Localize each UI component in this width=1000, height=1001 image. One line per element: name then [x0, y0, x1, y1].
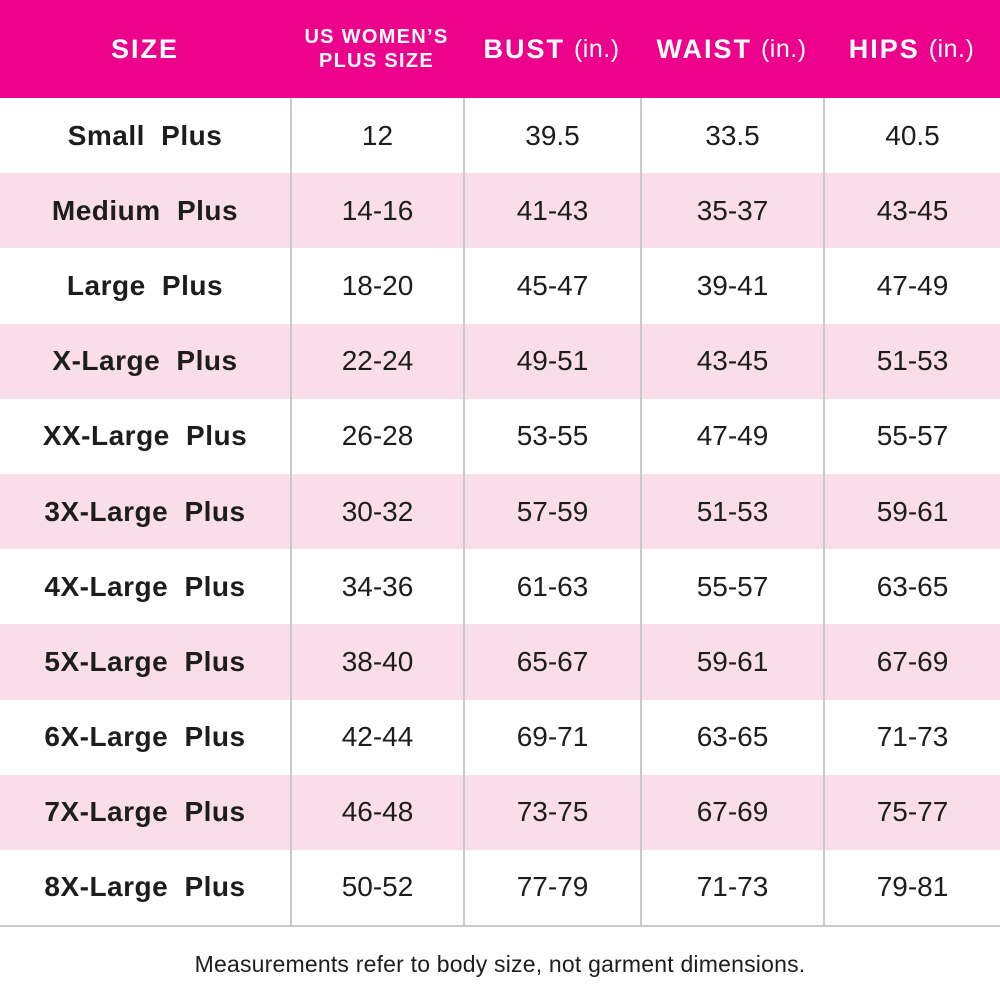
waist-cell: 63-65 [640, 699, 823, 775]
hips-cell: 71-73 [823, 699, 1000, 775]
waist-cell: 33.5 [640, 98, 823, 174]
hips-cell: 75-77 [823, 774, 1000, 850]
header-label-us-plus-line2: PLUS SIZE [318, 50, 435, 72]
us-plus-size-cell: 12 [290, 98, 463, 174]
header-cell-waist: WAIST (in.) [640, 0, 823, 98]
waist-cell: 71-73 [640, 849, 823, 926]
bust-cell: 65-67 [463, 624, 640, 700]
bust-cell: 61-63 [463, 549, 640, 625]
bust-cell: 73-75 [463, 774, 640, 850]
table-row: Large Plus 18-20 45-47 39-41 47-49 [0, 248, 1000, 324]
table-row: 3X-Large Plus 30-32 57-59 51-53 59-61 [0, 473, 1000, 550]
table-body: Small Plus 12 39.5 33.5 40.5 Medium Plus… [0, 98, 1000, 928]
bust-cell: 57-59 [463, 473, 640, 550]
size-cell: 7X-Large Plus [44, 796, 246, 828]
us-plus-size-cell: 26-28 [290, 398, 463, 474]
us-plus-size-cell: 42-44 [290, 699, 463, 775]
waist-cell: 51-53 [640, 473, 823, 550]
header-label-us-plus-line1: US WOMEN’S [304, 26, 449, 48]
hips-cell: 51-53 [823, 323, 1000, 399]
size-cell: X-Large Plus [52, 345, 238, 377]
size-cell: 8X-Large Plus [44, 871, 246, 903]
header-unit-bust: (in.) [573, 34, 620, 63]
table-row: 4X-Large Plus 34-36 61-63 55-57 63-65 [0, 549, 1000, 625]
bust-cell: 53-55 [463, 398, 640, 474]
size-cell: 5X-Large Plus [44, 645, 246, 677]
header-unit-hips: (in.) [928, 34, 975, 63]
us-plus-size-cell: 22-24 [290, 323, 463, 399]
bust-cell: 39.5 [463, 98, 640, 174]
header-label-size: SIZE [110, 33, 179, 64]
hips-cell: 63-65 [823, 549, 1000, 625]
table-row: Medium Plus 14-16 41-43 35-37 43-45 [0, 173, 1000, 249]
size-cell: 4X-Large Plus [44, 570, 246, 602]
bust-cell: 77-79 [463, 849, 640, 926]
size-cell: XX-Large Plus [42, 420, 248, 452]
bust-cell: 49-51 [463, 323, 640, 399]
table-row: 5X-Large Plus 38-40 65-67 59-61 67-69 [0, 624, 1000, 700]
bust-cell: 41-43 [463, 173, 640, 249]
us-plus-size-cell: 50-52 [290, 849, 463, 926]
waist-cell: 59-61 [640, 624, 823, 700]
table-row: 8X-Large Plus 50-52 77-79 71-73 79-81 [0, 849, 1000, 926]
us-plus-size-cell: 14-16 [290, 173, 463, 249]
header-cell-size: SIZE [0, 0, 290, 98]
header-cell-us-plus-size: US WOMEN’S PLUS SIZE [290, 0, 463, 98]
us-plus-size-cell: 38-40 [290, 624, 463, 700]
footnote-text: Measurements refer to body size, not gar… [194, 950, 806, 977]
size-cell: 3X-Large Plus [44, 495, 246, 527]
us-plus-size-cell: 34-36 [290, 549, 463, 625]
waist-cell: 35-37 [640, 173, 823, 249]
waist-cell: 43-45 [640, 323, 823, 399]
header-cell-bust: BUST (in.) [463, 0, 640, 98]
size-cell: Large Plus [66, 269, 224, 301]
table-header-row: SIZE US WOMEN’S PLUS SIZE BUST (in.) WAI… [0, 0, 1000, 98]
hips-cell: 79-81 [823, 849, 1000, 926]
hips-cell: 59-61 [823, 473, 1000, 550]
waist-cell: 55-57 [640, 549, 823, 625]
size-cell: 6X-Large Plus [44, 721, 246, 753]
hips-cell: 55-57 [823, 398, 1000, 474]
bust-cell: 45-47 [463, 248, 640, 324]
header-label-waist: WAIST [656, 33, 752, 64]
table-row: 6X-Large Plus 42-44 69-71 63-65 71-73 [0, 699, 1000, 775]
footnote-bar: Measurements refer to body size, not gar… [0, 927, 1000, 1001]
table-row: XX-Large Plus 26-28 53-55 47-49 55-57 [0, 398, 1000, 474]
waist-cell: 67-69 [640, 774, 823, 850]
us-plus-size-cell: 46-48 [290, 774, 463, 850]
table-row: X-Large Plus 22-24 49-51 43-45 51-53 [0, 323, 1000, 399]
table-row: 7X-Large Plus 46-48 73-75 67-69 75-77 [0, 774, 1000, 850]
us-plus-size-cell: 30-32 [290, 473, 463, 550]
table-row: Small Plus 12 39.5 33.5 40.5 [0, 98, 1000, 174]
hips-cell: 47-49 [823, 248, 1000, 324]
hips-cell: 67-69 [823, 624, 1000, 700]
hips-cell: 43-45 [823, 173, 1000, 249]
hips-cell: 40.5 [823, 98, 1000, 174]
header-label-bust: BUST [483, 33, 565, 64]
header-label-hips: HIPS [848, 33, 920, 64]
size-cell: Small Plus [67, 119, 223, 151]
header-unit-waist: (in.) [760, 34, 807, 63]
size-cell: Medium Plus [51, 194, 239, 226]
us-plus-size-cell: 18-20 [290, 248, 463, 324]
header-label-us-plus-size: US WOMEN’S PLUS SIZE [304, 25, 448, 73]
waist-cell: 47-49 [640, 398, 823, 474]
header-cell-hips: HIPS (in.) [823, 0, 1000, 98]
bust-cell: 69-71 [463, 699, 640, 775]
waist-cell: 39-41 [640, 248, 823, 324]
